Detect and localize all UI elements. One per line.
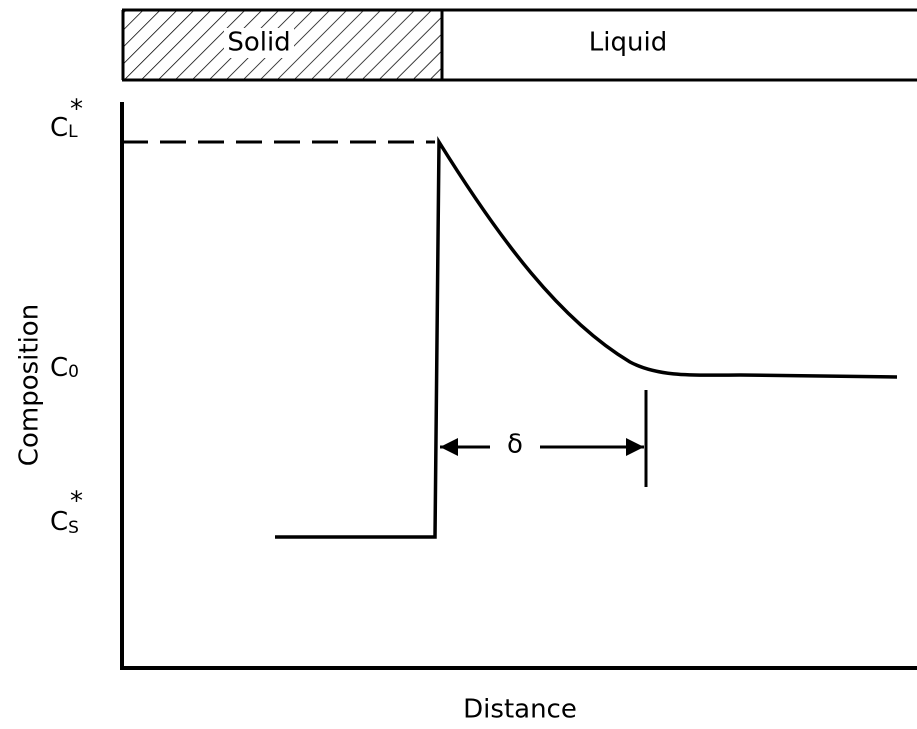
solid-label: Solid: [227, 28, 290, 58]
c0-label: C0: [50, 353, 79, 383]
delta-label: δ: [507, 430, 523, 460]
liquid-label: Liquid: [589, 28, 667, 58]
y-axis-label: Composition: [15, 304, 45, 466]
composition-profile: [275, 135, 898, 539]
cs-star: *: [70, 487, 83, 517]
label-bg: [224, 28, 294, 58]
cl-label: CL: [50, 113, 78, 143]
cs-label: CS: [50, 507, 79, 539]
x-axis-label: Distance: [463, 695, 577, 725]
cl-star: *: [70, 95, 83, 125]
